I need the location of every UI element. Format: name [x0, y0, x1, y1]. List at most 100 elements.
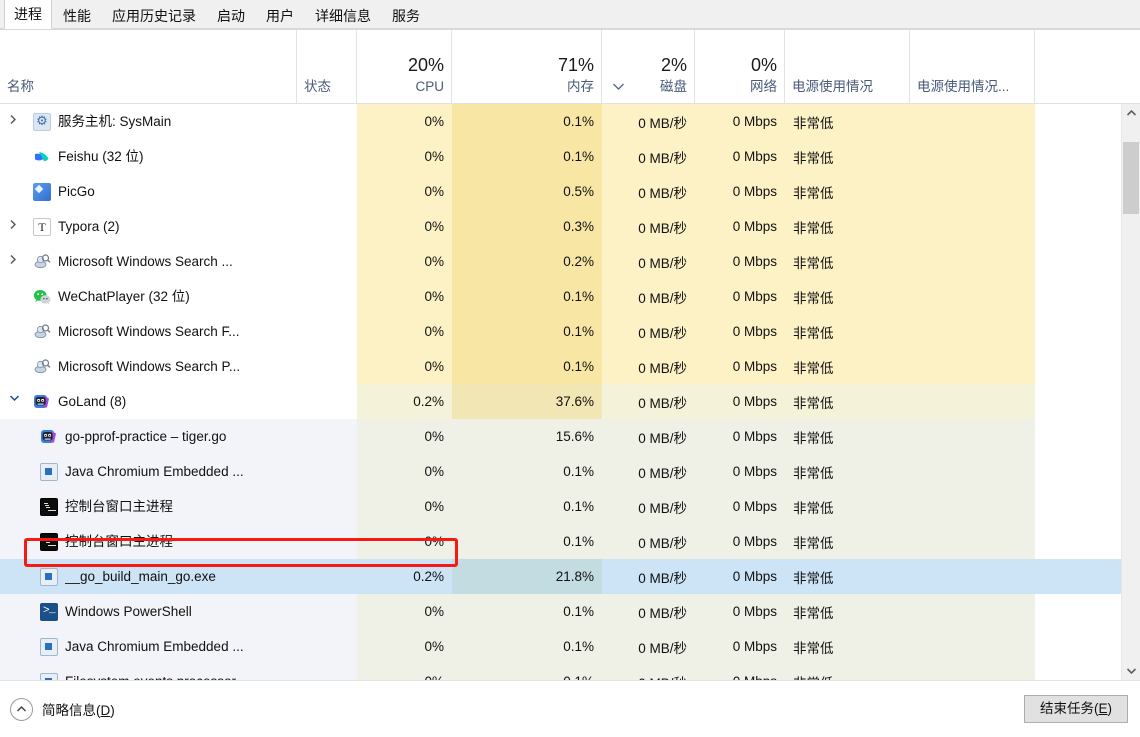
fewer-details-button[interactable]: 简略信息(D): [10, 697, 115, 721]
process-name-cell[interactable]: Windows PowerShell: [0, 594, 297, 629]
search-index-icon: [33, 358, 51, 376]
memory-value: 0.1%: [563, 534, 594, 549]
tab-2[interactable]: 应用历史记录: [102, 2, 206, 29]
table-row[interactable]: Feishu (32 位) 0% 0.1% 0 MB/秒 0 Mbps 非常低: [0, 139, 1121, 174]
table-row[interactable]: 服务主机: SysMain 0% 0.1% 0 MB/秒 0 Mbps 非常低: [0, 104, 1121, 139]
cpu-cell: 0%: [357, 524, 452, 559]
end-task-button[interactable]: 结束任务(E): [1024, 695, 1128, 723]
table-row[interactable]: __go_build_main_go.exe 0.2% 21.8% 0 MB/秒 0 M…: [0, 559, 1121, 594]
row-padding-cell: [1035, 419, 1121, 454]
tab-5[interactable]: 详细信息: [305, 2, 381, 29]
process-name-cell[interactable]: Microsoft Windows Search P...: [0, 349, 297, 384]
column-header-pad[interactable]: [1035, 30, 1121, 103]
expander-collapsed-chevron-right-icon[interactable]: [9, 219, 25, 235]
net-value: 0 Mbps: [732, 324, 777, 339]
disk-value: 0 MB/秒: [638, 115, 687, 131]
row-padding-cell: [1035, 524, 1121, 559]
net-value: 0 Mbps: [732, 394, 777, 409]
tab-3[interactable]: 启动: [207, 2, 255, 29]
process-name-label: Feishu (32 位): [58, 149, 144, 164]
process-name-cell[interactable]: GoLand (8): [0, 384, 297, 419]
column-header-label: 磁盘: [660, 79, 687, 94]
process-name-cell[interactable]: go-pprof-practice – tiger.go: [0, 419, 297, 454]
process-name-cell[interactable]: Filesystem events processor: [0, 664, 297, 680]
powershell-icon: [40, 602, 58, 621]
chevron-down-icon[interactable]: [1122, 662, 1140, 680]
process-name-cell[interactable]: Microsoft Windows Search F...: [0, 314, 297, 349]
table-row[interactable]: GoLand (8) 0.2% 37.6% 0 MB/秒 0 Mbps 非常低: [0, 384, 1121, 419]
column-header-cpu[interactable]: 20% CPU: [357, 30, 452, 103]
memory-value: 0.1%: [563, 289, 594, 304]
memory-value: 0.1%: [563, 674, 594, 680]
disk-cell: 0 MB/秒: [602, 559, 695, 594]
disk-cell: 0 MB/秒: [602, 209, 695, 244]
process-name-cell[interactable]: Java Chromium Embedded ...: [0, 454, 297, 489]
expander-collapsed-chevron-right-icon[interactable]: [9, 254, 25, 270]
column-header-disk[interactable]: 2% 磁盘: [602, 30, 695, 103]
table-row[interactable]: Microsoft Windows Search ... 0% 0.2% 0 MB/秒…: [0, 244, 1121, 279]
console-icon: [40, 532, 58, 551]
table-row[interactable]: Typora (2) 0% 0.3% 0 MB/秒 0 Mbps 非常低: [0, 209, 1121, 244]
disk-cell: 0 MB/秒: [602, 489, 695, 524]
tab-0[interactable]: 进程: [4, 0, 52, 29]
column-header-memory[interactable]: 71% 内存: [452, 30, 602, 103]
table-row[interactable]: 控制台窗口主进程 0% 0.1% 0 MB/秒 0 Mbps 非常低: [0, 524, 1121, 559]
power2-cell: [910, 349, 1035, 384]
process-name-cell[interactable]: Microsoft Windows Search ...: [0, 244, 297, 279]
net-cell: 0 Mbps: [695, 524, 785, 559]
net-cell: 0 Mbps: [695, 279, 785, 314]
table-row[interactable]: 控制台窗口主进程 0% 0.1% 0 MB/秒 0 Mbps 非常低: [0, 489, 1121, 524]
table-row[interactable]: Microsoft Windows Search F... 0% 0.1% 0 MB/…: [0, 314, 1121, 349]
table-row[interactable]: Microsoft Windows Search P... 0% 0.1% 0 MB/…: [0, 349, 1121, 384]
table-row[interactable]: Windows PowerShell 0% 0.1% 0 MB/秒 0 Mbps 非常低: [0, 594, 1121, 629]
process-name-cell[interactable]: Feishu (32 位): [0, 139, 297, 174]
process-name-cell[interactable]: 控制台窗口主进程: [0, 489, 297, 524]
row-padding-cell: [1035, 244, 1121, 279]
goland-icon: [40, 428, 58, 446]
expander-expanded-chevron-down-icon[interactable]: [9, 394, 25, 410]
disk-value: 0 MB/秒: [638, 672, 687, 681]
tab-label: 进程: [14, 6, 42, 22]
table-row[interactable]: go-pprof-practice – tiger.go 0% 15.6% 0 MB/…: [0, 419, 1121, 454]
table-row[interactable]: WeChatPlayer (32 位) 0% 0.1% 0 MB/秒 0 Mbps 非常低: [0, 279, 1121, 314]
row-padding-cell: [1035, 559, 1121, 594]
process-name-cell[interactable]: WeChatPlayer (32 位): [0, 279, 297, 314]
process-name-cell[interactable]: PicGo: [0, 174, 297, 209]
net-value: 0 Mbps: [732, 359, 777, 374]
jcef-icon: [40, 462, 58, 481]
column-header-net[interactable]: 0% 网络: [695, 30, 785, 103]
memory-value: 0.2%: [563, 254, 594, 269]
disk-value: 0 MB/秒: [638, 150, 687, 166]
cpu-cell: 0%: [357, 454, 452, 489]
process-name-cell[interactable]: __go_build_main_go.exe: [0, 559, 297, 594]
process-name-label: Java Chromium Embedded ...: [65, 464, 244, 479]
tab-1[interactable]: 性能: [53, 2, 101, 29]
process-name-cell[interactable]: 服务主机: SysMain: [0, 104, 297, 139]
column-header-status[interactable]: 状态: [297, 30, 357, 103]
process-name-cell[interactable]: Typora (2): [0, 209, 297, 244]
tab-6[interactable]: 服务: [382, 2, 430, 29]
table-row[interactable]: Filesystem events processor 0% 0.1% 0 MB/秒 0…: [0, 664, 1121, 680]
column-header-label: 状态: [304, 79, 331, 94]
memory-value: 0.1%: [563, 114, 594, 129]
column-header-name[interactable]: 名称: [0, 30, 297, 103]
column-header-power2[interactable]: 电源使用情况...: [910, 30, 1035, 103]
column-header-power1[interactable]: 电源使用情况: [785, 30, 910, 103]
process-name-cell[interactable]: 控制台窗口主进程: [0, 524, 297, 559]
table-row[interactable]: Java Chromium Embedded ... 0% 0.1% 0 MB/秒 0 …: [0, 454, 1121, 489]
vertical-scrollbar[interactable]: [1121, 104, 1140, 680]
scrollbar-thumb[interactable]: [1123, 142, 1139, 214]
net-value: 0 Mbps: [732, 254, 777, 269]
tab-label: 性能: [63, 8, 91, 24]
table-row[interactable]: Java Chromium Embedded ... 0% 0.1% 0 MB/秒 0 …: [0, 629, 1121, 664]
power1-value: 非常低: [793, 605, 834, 621]
process-name-cell[interactable]: Java Chromium Embedded ...: [0, 629, 297, 664]
tab-4[interactable]: 用户: [256, 2, 304, 29]
table-row[interactable]: PicGo 0% 0.5% 0 MB/秒 0 Mbps 非常低: [0, 174, 1121, 209]
power1-value: 非常低: [793, 500, 834, 516]
chevron-up-icon[interactable]: [1122, 104, 1140, 122]
row-padding-cell: [1035, 349, 1121, 384]
expander-collapsed-chevron-right-icon[interactable]: [9, 114, 25, 130]
memory-value: 0.1%: [563, 604, 594, 619]
